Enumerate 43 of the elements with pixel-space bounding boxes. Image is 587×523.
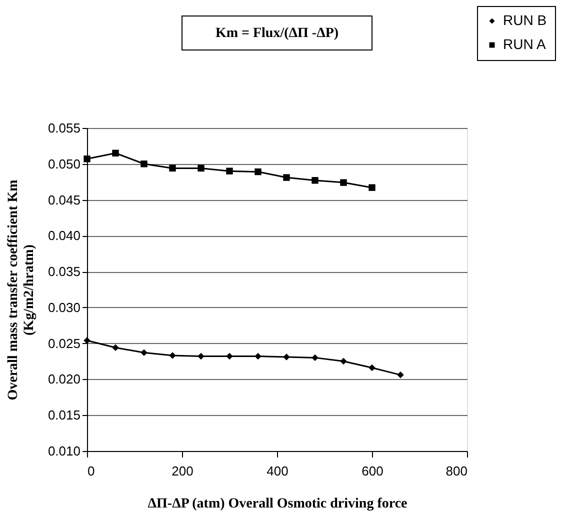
point: [397, 372, 404, 378]
x-tick-label: 200: [172, 464, 194, 478]
point: [312, 354, 318, 362]
point: [368, 364, 376, 372]
point: [169, 164, 176, 172]
point: [226, 168, 233, 174]
x-tick-label: 600: [362, 464, 384, 478]
point: [198, 164, 204, 172]
point: [340, 179, 347, 186]
x-tick-label: 0: [88, 464, 95, 478]
point: [198, 352, 204, 360]
point: [112, 344, 119, 351]
y-tick-label: 0.055: [48, 120, 80, 136]
point: [283, 174, 290, 181]
y-axis-title: Overall mass transfer coefficient Km (Kg/m2/hratm): [6, 179, 37, 400]
x-axis-title: ΔΠ-ΔP (atm) Overall Osmotic driving force: [148, 496, 408, 512]
point: [140, 160, 148, 168]
legend-label: RUN B: [503, 12, 547, 28]
point: [112, 150, 119, 156]
y-tick-label: 0.035: [48, 264, 80, 280]
x-tick-label: 400: [266, 464, 288, 478]
legend-label: RUN A: [503, 36, 546, 52]
y-tick-label: 0.020: [48, 372, 80, 387]
point: [84, 156, 90, 162]
point: [169, 352, 176, 359]
y-tick-label: 0.045: [48, 192, 80, 208]
y-tick-label: 0.040: [48, 228, 80, 244]
point: [368, 184, 376, 191]
point: [254, 352, 262, 360]
text: Km = Flux/(ΔΠ -ΔP): [215, 26, 339, 41]
y-tick-label: 0.010: [48, 444, 80, 458]
point: [140, 349, 148, 356]
point: [283, 354, 290, 360]
y-tick-label: 0.025: [48, 336, 80, 351]
y-tick-label: 0.050: [48, 156, 80, 172]
point: [226, 352, 233, 360]
point: [84, 337, 90, 344]
y-tick-label: 0.030: [48, 300, 80, 315]
x-tick-label: 800: [446, 464, 468, 478]
point: [312, 177, 318, 184]
point: [340, 358, 347, 365]
point: [254, 168, 262, 176]
y-tick-label: 0.015: [48, 408, 80, 423]
